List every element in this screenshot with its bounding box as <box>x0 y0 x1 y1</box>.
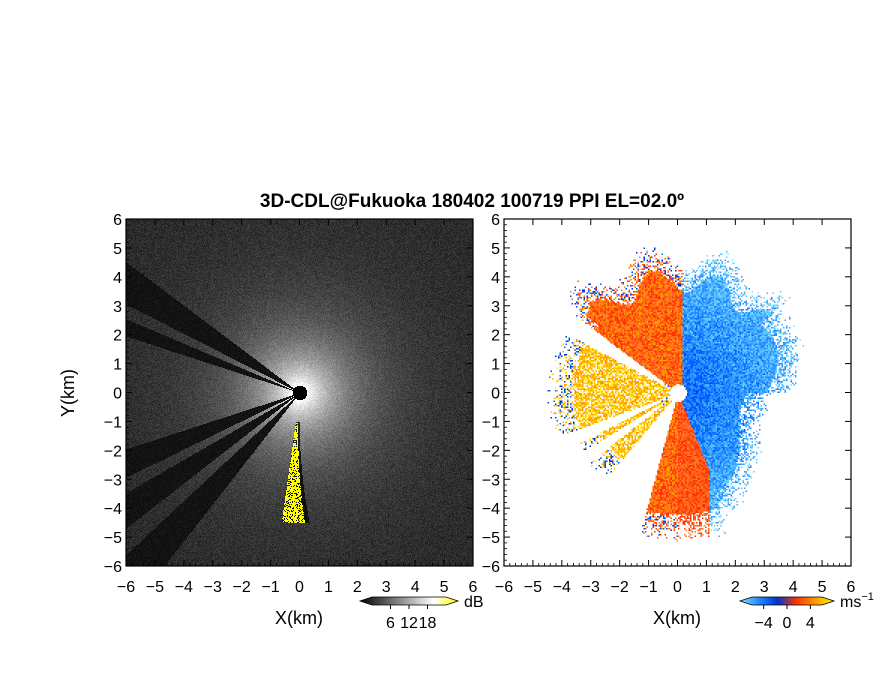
colorbar-unit-text: ms <box>840 594 861 611</box>
reflectivity-ticks: −6 6 −5 5 −4 4 −3 3 −2 2 −1 1 0 0 1 −1 2 −2 3 −3 4 −4 5 −5 6 −6 <box>104 212 478 596</box>
reflectivity-xlabel: X(km) <box>275 608 323 628</box>
y-tick-label: −6 <box>104 559 122 576</box>
figure-title: 3D-CDL@Fukuoka 180402 100719 PPI EL=02.0… <box>260 191 684 212</box>
y-tick-label: −2 <box>104 443 122 460</box>
y-tick-label: −6 <box>482 559 500 576</box>
x-tick-label: −5 <box>146 579 164 596</box>
x-tick-label: 0 <box>673 579 682 596</box>
x-tick-label: −2 <box>233 579 251 596</box>
reflectivity-plot-area <box>126 219 473 566</box>
y-tick-label: −4 <box>104 501 122 518</box>
y-tick-label: 0 <box>491 386 500 403</box>
y-tick-label: 1 <box>113 357 122 374</box>
x-tick-label: 5 <box>818 579 827 596</box>
x-tick-label: 6 <box>847 579 856 596</box>
y-tick-label: 6 <box>491 212 500 229</box>
x-tick-label: 4 <box>789 579 798 596</box>
y-tick-label: −1 <box>482 414 500 431</box>
x-tick-label: −2 <box>611 579 629 596</box>
y-tick-label: −3 <box>482 472 500 489</box>
y-tick-label: 4 <box>113 270 122 287</box>
colorbar-tick-label: 4 <box>806 615 815 632</box>
x-tick-label: −6 <box>495 579 513 596</box>
x-tick-label: 0 <box>295 579 304 596</box>
y-tick-label: −3 <box>104 472 122 489</box>
x-tick-label: 2 <box>353 579 362 596</box>
x-tick-label: 6 <box>469 579 478 596</box>
x-tick-label: 3 <box>760 579 769 596</box>
x-tick-label: 2 <box>731 579 740 596</box>
x-tick-label: −6 <box>117 579 135 596</box>
y-tick-label: −2 <box>482 443 500 460</box>
colorbar-tick-label: 18 <box>419 615 437 632</box>
y-tick-label: −1 <box>104 414 122 431</box>
y-tick-label: 5 <box>491 241 500 258</box>
colorbar-unit-text: dB <box>464 594 484 611</box>
reflectivity-ylabel: Y(km) <box>58 369 78 417</box>
y-tick-label: −5 <box>104 530 122 547</box>
y-tick-label: 2 <box>113 328 122 345</box>
velocity-xlabel: X(km) <box>653 608 701 628</box>
x-tick-label: −4 <box>175 579 193 596</box>
reflectivity-panel: −6 6 −5 5 −4 4 −3 3 −2 2 −1 1 0 0 1 −1 2 −2 3 −3 4 −4 5 −5 6 −6 X… <box>58 212 484 632</box>
y-tick-label: −4 <box>482 501 500 518</box>
y-tick-label: 0 <box>113 386 122 403</box>
x-tick-label: 4 <box>411 579 420 596</box>
x-tick-label: −4 <box>553 579 571 596</box>
y-tick-label: 4 <box>491 270 500 287</box>
y-tick-label: 6 <box>113 212 122 229</box>
x-tick-label: −1 <box>639 579 657 596</box>
velocity-colorbar: −4 0 4 ms−1 <box>738 591 874 632</box>
colorbar-tick-label: −4 <box>755 615 773 632</box>
y-tick-label: 3 <box>491 299 500 316</box>
x-tick-label: −1 <box>261 579 279 596</box>
x-tick-label: 3 <box>382 579 391 596</box>
y-tick-label: 5 <box>113 241 122 258</box>
y-tick-label: 2 <box>491 328 500 345</box>
colorbar-unit-exponent: −1 <box>861 591 874 603</box>
reflectivity-colorbar: 6 12 18 dB <box>358 594 484 632</box>
reflectivity-field-image <box>126 219 473 566</box>
x-tick-label: 5 <box>440 579 449 596</box>
x-tick-label: −5 <box>524 579 542 596</box>
colorbar-tick-label: 6 <box>386 615 395 632</box>
velocity-plot-area <box>504 219 851 566</box>
velocity-panel: −6 6 −5 5 −4 4 −3 3 −2 2 −1 1 0 0 1 −1 2 −2 3 −3 4 −4 5 −5 6 −6 X… <box>482 212 874 632</box>
y-tick-label: −5 <box>482 530 500 547</box>
y-tick-label: 3 <box>113 299 122 316</box>
x-tick-label: 1 <box>324 579 333 596</box>
colorbar-unit: dB <box>464 594 484 611</box>
y-tick-label: 1 <box>491 357 500 374</box>
colorbar-bar <box>358 596 460 606</box>
colorbar-tick-label: 12 <box>400 615 418 632</box>
colorbar-tick-label: 0 <box>783 615 792 632</box>
velocity-ticks: −6 6 −5 5 −4 4 −3 3 −2 2 −1 1 0 0 1 −1 2 −2 3 −3 4 −4 5 −5 6 −6 <box>482 212 856 596</box>
x-tick-label: −3 <box>582 579 600 596</box>
colorbar-unit: ms−1 <box>840 591 874 611</box>
x-tick-label: −3 <box>204 579 222 596</box>
x-tick-label: 1 <box>702 579 711 596</box>
colorbar-bar <box>738 596 836 606</box>
velocity-field-image <box>504 219 851 566</box>
